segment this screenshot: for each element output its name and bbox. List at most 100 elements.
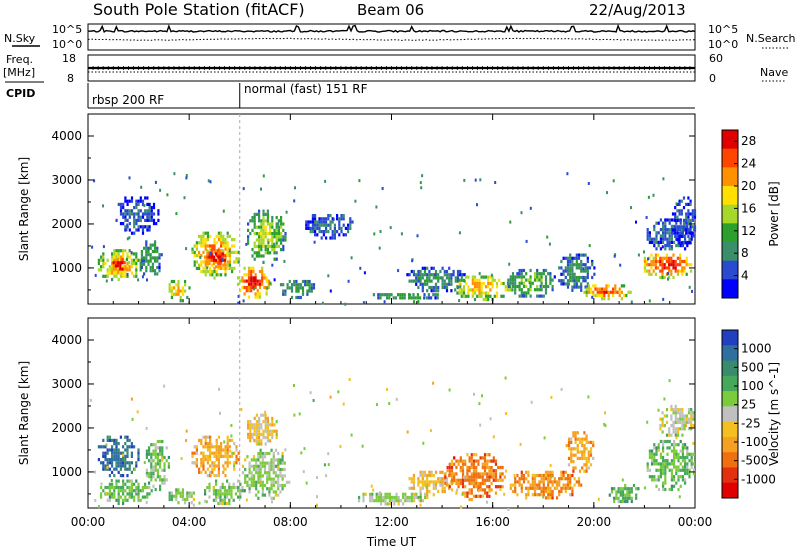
heatmap-cell: [206, 270, 209, 274]
heatmap-cell: [648, 269, 651, 273]
heatmap-cell: [509, 275, 512, 279]
heatmap-cell: [692, 417, 695, 421]
heatmap-cell: [193, 254, 196, 258]
heatmap-cell: [618, 293, 621, 298]
heatmap-cell: [154, 446, 157, 450]
heatmap-cell: [104, 451, 107, 455]
heatmap-cell: [490, 459, 493, 463]
heatmap-cell: [479, 178, 482, 182]
heatmap-cell: [518, 294, 521, 298]
heatmap-cell: [163, 468, 166, 472]
heatmap-cell: [665, 259, 668, 264]
heatmap-cell: [113, 474, 116, 478]
heatmap-cell: [180, 457, 183, 460]
heatmap-cell: [675, 471, 678, 476]
heatmap-cell: [533, 489, 537, 494]
heatmap-cell: [679, 263, 682, 267]
colorbar-segment: [722, 345, 738, 362]
heatmap-cell: [329, 289, 332, 293]
heatmap-cell: [544, 281, 548, 285]
heatmap-cell: [441, 282, 444, 286]
heatmap-cell: [156, 455, 159, 460]
heatmap-cell: [219, 258, 222, 262]
heatmap-cell: [253, 232, 256, 236]
heatmap-cell: [659, 468, 662, 472]
heatmap-cell: [578, 440, 582, 444]
heatmap-cell: [441, 477, 444, 481]
heatmap-cell: [412, 480, 416, 484]
heatmap-cell: [585, 290, 588, 294]
heatmap-cell: [272, 496, 275, 500]
heatmap-cell: [314, 217, 317, 221]
heatmap-cell: [511, 483, 515, 487]
heatmap-cell: [580, 483, 583, 487]
heatmap-cell: [516, 272, 519, 276]
heatmap-cell: [659, 417, 662, 421]
heatmap-cell: [674, 218, 677, 222]
heatmap-cell: [204, 260, 207, 264]
heatmap-cell: [492, 456, 495, 460]
heatmap-cell: [221, 258, 224, 262]
heatmap-cell: [217, 467, 220, 471]
heatmap-cell: [124, 489, 127, 493]
heatmap-cell: [481, 488, 484, 492]
heatmap-cell: [198, 467, 201, 471]
heatmap-cell: [224, 244, 227, 248]
heatmap-cell: [191, 250, 194, 254]
heatmap-cell: [688, 475, 691, 479]
heatmap-cell: [542, 495, 545, 499]
heatmap-cell: [217, 461, 220, 465]
heatmap-cell: [146, 202, 149, 206]
heatmap-cell: [254, 292, 257, 296]
heatmap-cell: [585, 437, 588, 441]
heatmap-frame: [87, 113, 696, 305]
heatmap-cell: [587, 290, 590, 294]
heatmap-cell: [314, 226, 317, 230]
heatmap-cell: [654, 253, 657, 257]
heatmap-cells: [89, 376, 695, 511]
heatmap-cell: [648, 256, 651, 260]
heatmap-cell: [152, 484, 155, 488]
heatmap-cell: [186, 491, 189, 495]
heatmap-cell: [573, 483, 576, 487]
heatmap-cell: [141, 275, 144, 279]
heatmap-cell: [448, 472, 451, 476]
heatmap-cell: [533, 473, 537, 478]
heatmap-cell: [514, 489, 517, 494]
heatmap-cell: [432, 289, 435, 293]
heatmap-cell: [472, 481, 476, 486]
heatmap-cell: [520, 278, 523, 282]
heatmap-cell: [432, 276, 435, 280]
heatmap-cell: [687, 427, 691, 431]
heatmap-cell: [685, 272, 688, 276]
heatmap-cell: [417, 477, 420, 481]
heatmap-cell: [494, 469, 498, 473]
heatmap-cell: [413, 492, 416, 496]
heatmap-cell: [122, 461, 125, 465]
heatmap-cell: [544, 477, 548, 481]
heatmap-cell: [209, 470, 212, 474]
heatmap-cell: [150, 452, 153, 456]
heatmap-cell: [217, 489, 220, 493]
heatmap-cell: [504, 376, 507, 380]
heatmap-cell: [206, 231, 209, 235]
heatmap-cell: [679, 408, 682, 412]
heatmap-cell: [262, 222, 265, 226]
heatmap-cell: [548, 242, 551, 246]
heatmap-cell: [665, 253, 668, 257]
heatmap-cell: [679, 427, 682, 431]
heatmap-cell: [653, 478, 656, 482]
heatmap-cell: [258, 269, 262, 274]
heatmap-cell: [490, 481, 493, 486]
heatmap-cell: [369, 495, 372, 500]
heatmap-cell: [662, 228, 665, 232]
heatmap-cell: [391, 495, 394, 500]
heatmap-cell: [254, 295, 257, 299]
heatmap-cell: [325, 474, 328, 478]
heatmap-cell: [266, 209, 269, 213]
heatmap-cell: [650, 272, 653, 276]
heatmap-cell: [333, 233, 336, 237]
heatmap-cell: [145, 265, 148, 270]
heatmap-cell: [247, 276, 251, 280]
heatmap-cell: [248, 483, 251, 488]
